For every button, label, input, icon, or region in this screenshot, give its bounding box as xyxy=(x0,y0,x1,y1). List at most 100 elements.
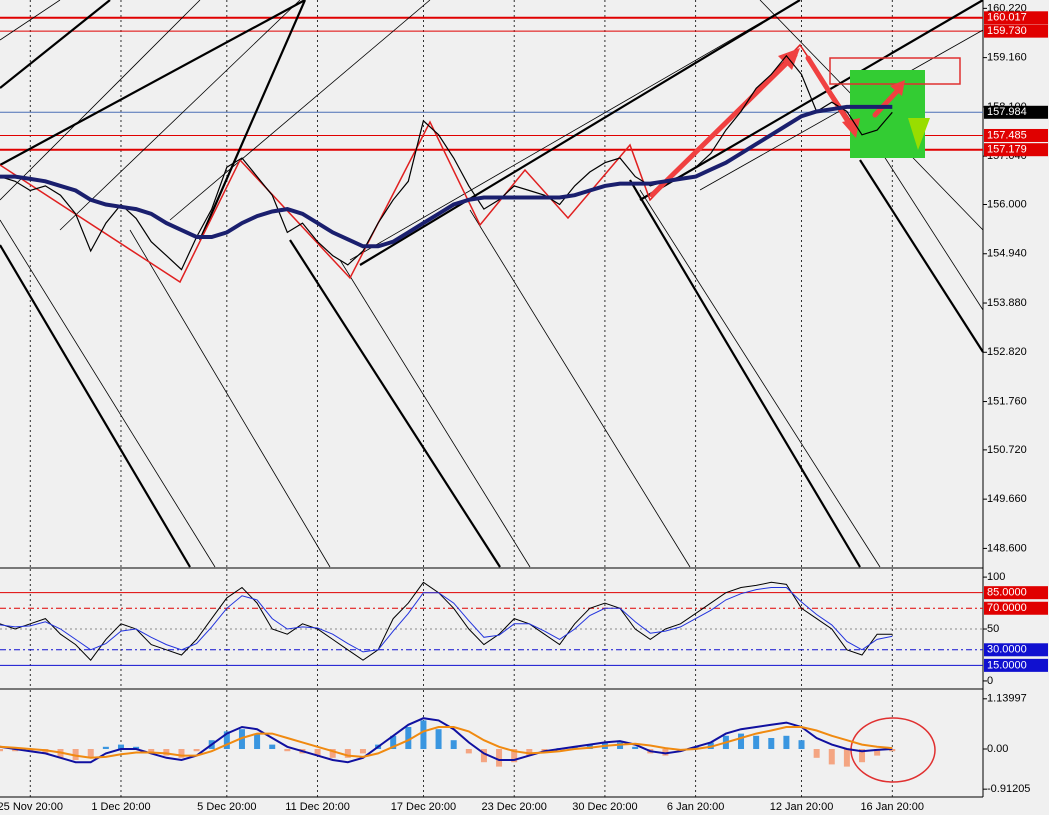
histogram-bar xyxy=(163,749,170,756)
x-tick-label: 25 Nov 20:00 xyxy=(0,801,63,813)
histogram-bar xyxy=(133,746,140,750)
y-tick-label: -0.91205 xyxy=(987,783,1030,795)
x-tick-label: 30 Dec 20:00 xyxy=(572,801,637,813)
histogram-bar xyxy=(435,729,442,750)
histogram-bar xyxy=(314,749,321,756)
x-tick-label: 5 Dec 20:00 xyxy=(197,801,256,813)
level-label: 15.0000 xyxy=(987,659,1027,671)
histogram-bar xyxy=(798,740,805,750)
y-tick-label: 148.600 xyxy=(987,542,1027,554)
histogram-bar xyxy=(496,749,503,767)
histogram-bar xyxy=(344,749,351,758)
histogram-bar xyxy=(738,733,745,750)
histogram-bar xyxy=(753,735,760,750)
histogram-bar xyxy=(632,746,639,750)
histogram-bar xyxy=(843,749,850,767)
histogram-bar xyxy=(511,749,518,763)
histogram-bar xyxy=(0,749,3,752)
histogram-bar xyxy=(813,749,820,758)
histogram-bar xyxy=(692,746,699,750)
histogram-bar xyxy=(178,749,185,758)
level-label-box xyxy=(984,643,1048,657)
histogram-bar xyxy=(329,749,336,758)
level-label-box xyxy=(984,586,1048,600)
series-line xyxy=(0,726,893,759)
histogram-bar xyxy=(420,720,427,750)
x-tick-label: 12 Jan 20:00 xyxy=(770,801,834,813)
y-tick-label: 50 xyxy=(987,623,999,635)
marks xyxy=(0,54,896,767)
x-tick-label: 1 Dec 20:00 xyxy=(91,801,150,813)
x-tick-label: 11 Dec 20:00 xyxy=(285,801,350,813)
x-tick-label: 16 Jan 20:00 xyxy=(860,801,924,813)
y-tick-label: 160.220 xyxy=(987,2,1027,14)
series-line xyxy=(0,104,893,249)
histogram-bar xyxy=(889,749,896,752)
plot-background xyxy=(0,0,983,797)
level-label: 157.485 xyxy=(987,129,1027,141)
histogram-bar xyxy=(783,735,790,750)
level-label: 159.730 xyxy=(987,25,1027,37)
histogram-bar xyxy=(859,749,866,763)
y-tick-label: 159.160 xyxy=(987,52,1027,64)
level-label-box xyxy=(984,601,1048,615)
histogram-bar xyxy=(193,749,200,752)
histogram-bar xyxy=(405,726,412,750)
level-label: 30.0000 xyxy=(987,644,1027,656)
x-tick-label: 23 Dec 20:00 xyxy=(481,801,546,813)
histogram-bar xyxy=(117,744,124,750)
level-label: 157.179 xyxy=(987,144,1027,156)
histogram-bar xyxy=(828,749,835,765)
histogram-bar xyxy=(269,744,276,750)
histogram-bar xyxy=(27,749,34,752)
level-label-box xyxy=(984,105,1048,119)
level-label-box xyxy=(984,24,1048,38)
x-tick-label: 6 Jan 20:00 xyxy=(667,801,725,813)
series-line xyxy=(0,581,893,661)
drawings xyxy=(0,0,984,783)
histogram-bar xyxy=(284,749,291,752)
y-tick-label: 153.880 xyxy=(987,297,1027,309)
histogram-bar xyxy=(480,749,487,763)
histogram-bar xyxy=(541,749,548,752)
y-tick-label: 149.660 xyxy=(987,493,1027,505)
y-tick-label: 154.940 xyxy=(987,248,1027,260)
y-tick-label: 1.13997 xyxy=(987,693,1027,705)
histogram-bar xyxy=(707,742,714,750)
histogram-bar xyxy=(874,749,881,756)
level-label: 160.017 xyxy=(987,12,1027,24)
y-tick-label: 0 xyxy=(987,675,993,687)
histogram-bar xyxy=(526,749,533,756)
histogram-bar xyxy=(571,746,578,750)
x-tick-label: 17 Dec 20:00 xyxy=(391,801,456,813)
histogram-bar xyxy=(72,749,79,761)
level-label: 70.0000 xyxy=(987,602,1027,614)
histogram-bar xyxy=(102,746,109,750)
histogram-bar xyxy=(254,733,261,750)
histogram-bar xyxy=(450,740,457,750)
level-label-box xyxy=(984,128,1048,142)
series-line xyxy=(0,54,893,271)
level-label-box xyxy=(984,11,1048,25)
level-label-box xyxy=(984,143,1048,157)
series-line xyxy=(0,587,893,653)
y-tick-label: 156.000 xyxy=(987,198,1027,210)
y-tick-label: 150.720 xyxy=(987,444,1027,456)
histogram-bar xyxy=(390,735,397,750)
histogram-bar xyxy=(359,749,366,754)
y-tick-label: 0.00 xyxy=(987,743,1008,755)
y-tick-label: 151.760 xyxy=(987,395,1027,407)
histogram-bar xyxy=(465,749,472,754)
histogram-bar xyxy=(148,749,155,754)
level-label: 85.0000 xyxy=(987,587,1027,599)
level-label: 157.984 xyxy=(987,106,1027,118)
histogram-bar xyxy=(617,742,624,750)
histogram-bar xyxy=(223,731,230,750)
histogram-bar xyxy=(12,749,19,752)
grid xyxy=(0,0,987,797)
histogram-bar xyxy=(87,749,94,758)
histogram-bar xyxy=(768,737,775,750)
level-label-box xyxy=(984,658,1048,672)
